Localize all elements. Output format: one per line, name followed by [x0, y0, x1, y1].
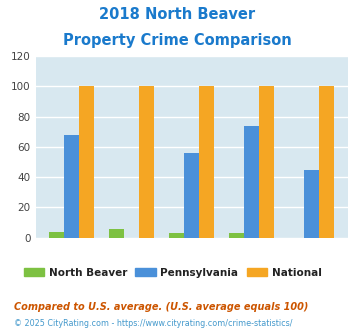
Bar — [304, 170, 320, 238]
Bar — [229, 233, 244, 238]
Bar — [109, 228, 124, 238]
Bar — [199, 86, 214, 238]
Text: 2018 North Beaver: 2018 North Beaver — [99, 7, 256, 21]
Legend: North Beaver, Pennsylvania, National: North Beaver, Pennsylvania, National — [20, 264, 326, 282]
Bar — [244, 126, 259, 238]
Bar — [184, 153, 199, 238]
Text: Compared to U.S. average. (U.S. average equals 100): Compared to U.S. average. (U.S. average … — [14, 302, 308, 312]
Bar — [259, 86, 274, 238]
Bar — [79, 86, 94, 238]
Bar — [64, 135, 79, 238]
Bar — [49, 232, 64, 238]
Bar — [139, 86, 154, 238]
Text: Property Crime Comparison: Property Crime Comparison — [63, 33, 292, 48]
Text: © 2025 CityRating.com - https://www.cityrating.com/crime-statistics/: © 2025 CityRating.com - https://www.city… — [14, 319, 293, 328]
Bar — [320, 86, 334, 238]
Bar — [169, 233, 184, 238]
